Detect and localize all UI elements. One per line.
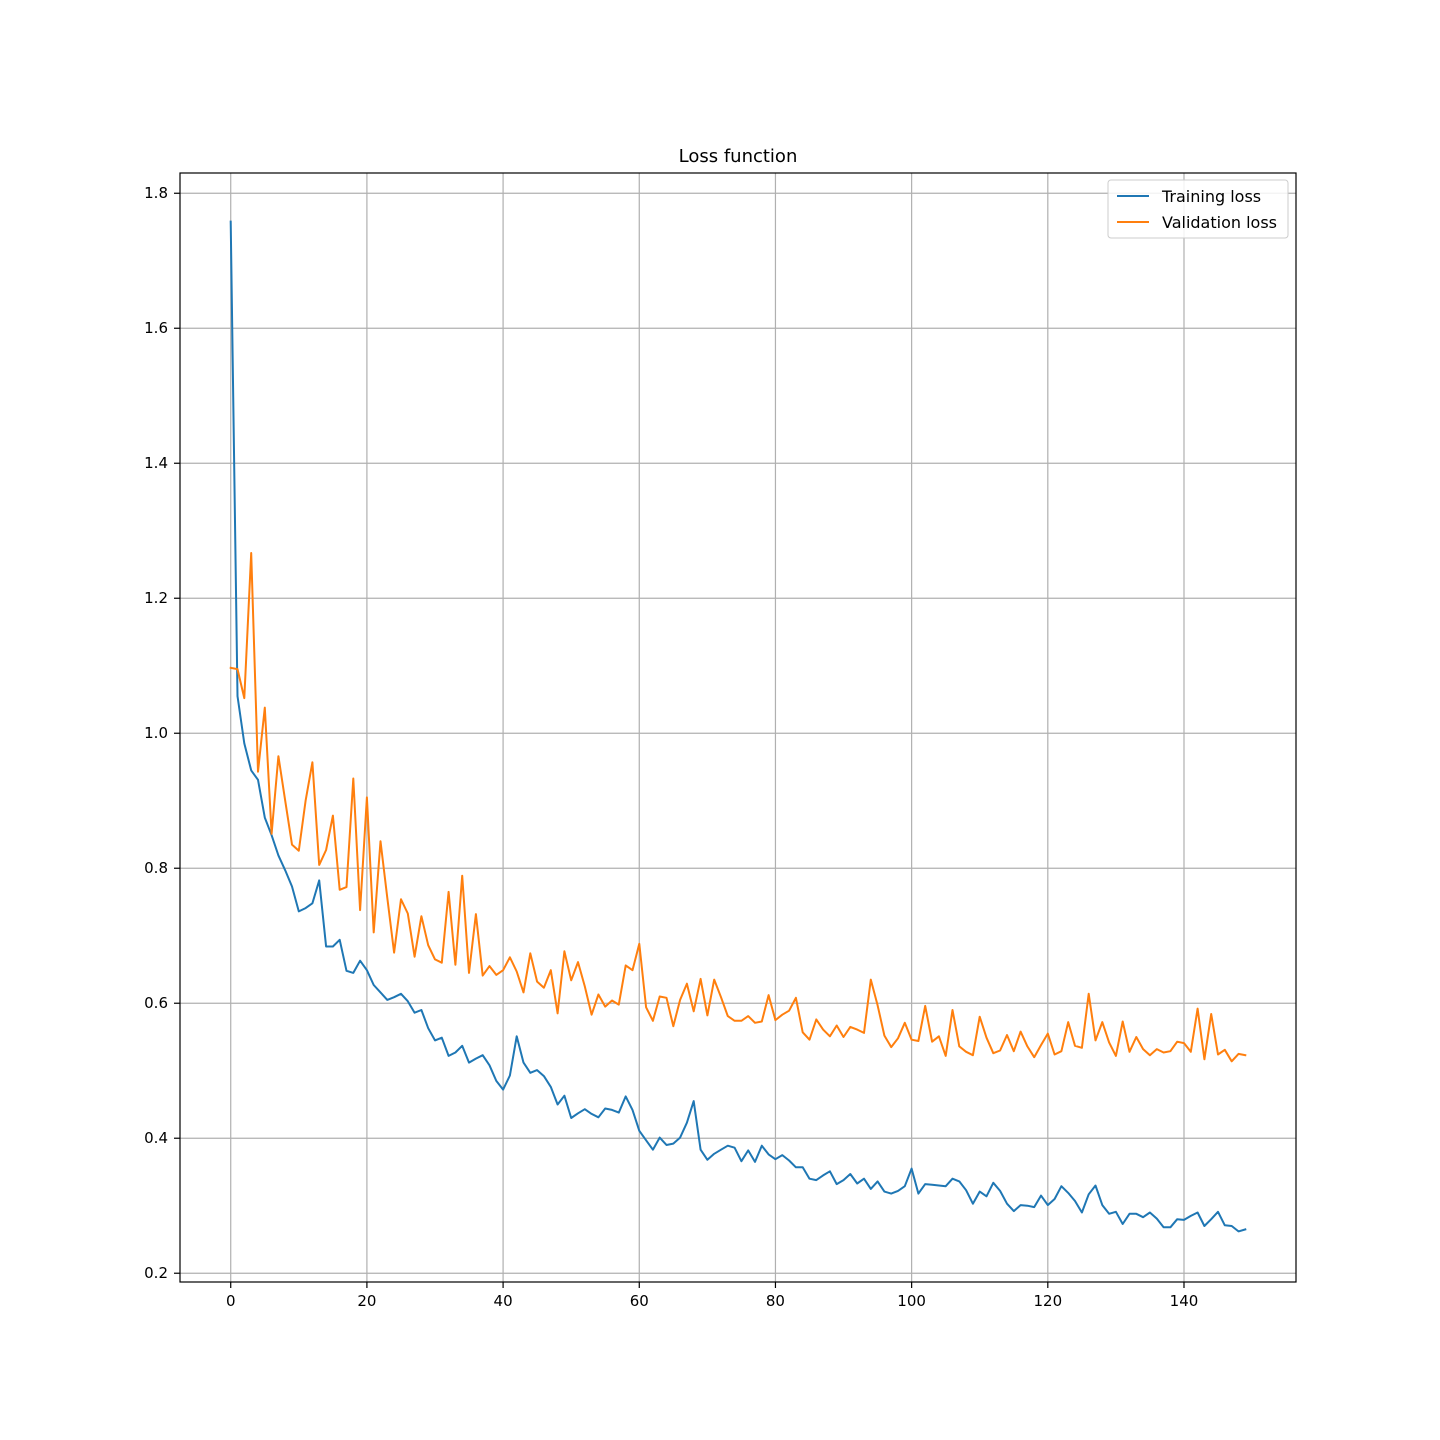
plot-frame (179, 172, 1297, 1283)
y-tick-label: 1.2 (144, 589, 168, 607)
x-tick-label: 40 (494, 1292, 513, 1310)
y-tick-label: 1.4 (144, 454, 168, 472)
y-tick-label: 1.8 (144, 184, 168, 202)
grid-lines (180, 173, 1296, 1282)
x-tick-label: 20 (357, 1292, 376, 1310)
x-tick-label: 0 (226, 1292, 236, 1310)
y-tick-label: 0.2 (144, 1264, 168, 1282)
x-axis-ticks: 0 20 40 60 80 100 120 140 (226, 1282, 1198, 1310)
y-axis-ticks: 0.2 0.4 0.6 0.8 1.0 1.2 1.4 1.6 1.8 (144, 184, 180, 1282)
x-tick-label: 100 (897, 1292, 926, 1310)
x-tick-label: 60 (630, 1292, 649, 1310)
y-tick-label: 0.6 (144, 994, 168, 1012)
x-tick-label: 80 (766, 1292, 785, 1310)
series-line-training-loss (229, 220, 1247, 1233)
x-tick-label: 140 (1170, 1292, 1199, 1310)
y-tick-label: 0.4 (144, 1129, 168, 1147)
x-tick-label: 120 (1033, 1292, 1062, 1310)
chart-title: Loss function (679, 146, 798, 167)
y-tick-label: 1.0 (144, 724, 168, 742)
series-lines (229, 220, 1247, 1233)
legend-box (1107, 179, 1289, 239)
legend-label-validation: Validation loss (1162, 213, 1277, 232)
y-tick-label: 0.8 (144, 859, 168, 877)
series-line-validation-loss (229, 552, 1247, 1063)
y-tick-label: 1.6 (144, 319, 168, 337)
legend-label-training: Training loss (1161, 187, 1261, 206)
legend: Training loss Validation loss (1107, 179, 1289, 239)
